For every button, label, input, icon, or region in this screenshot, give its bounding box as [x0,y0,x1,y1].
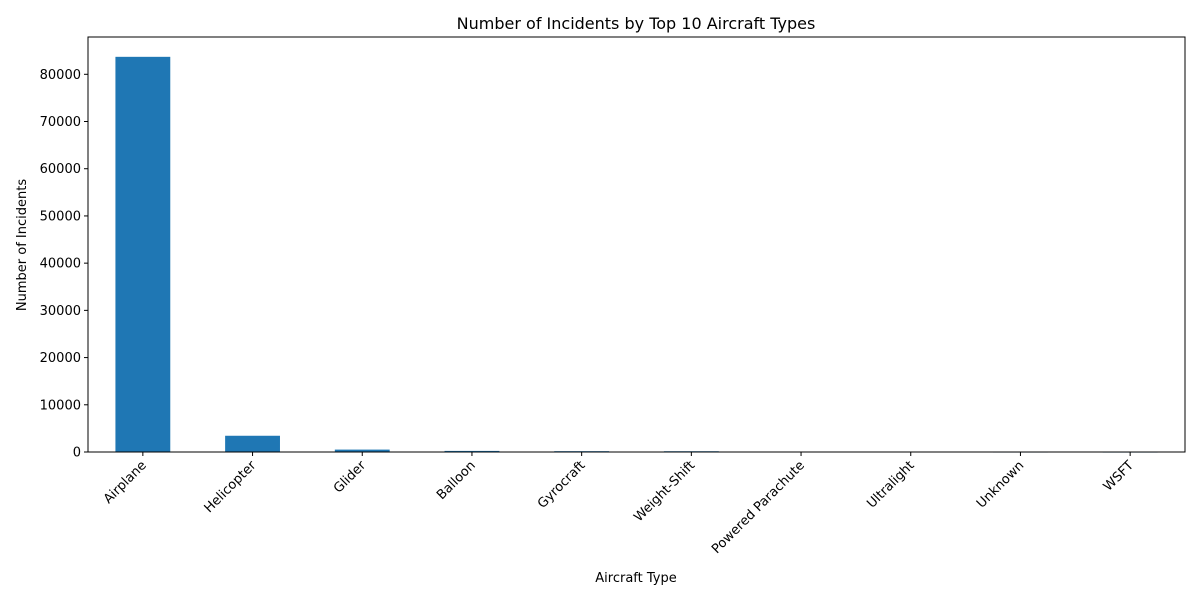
bar [115,56,171,453]
y-tick-label: 80000 [40,68,81,83]
x-tick-label: WSFT [1101,458,1137,494]
bar-series [115,56,1158,453]
x-axis-ticks: Airplane Helicopter Glider Balloon Gyrocraft… [101,452,1137,557]
x-tick-label: Balloon [434,458,479,503]
y-tick-label: 20000 [40,351,81,366]
x-tick-label: Weight-Shift [631,458,698,525]
y-axis-ticks: 0 10000 20000 30000 40000 50000 60000 70000 8000… [40,68,88,461]
x-tick-label: Glider [331,458,370,497]
y-tick-label: 60000 [40,162,81,177]
bar [225,435,280,452]
y-tick-label: 30000 [40,304,81,319]
bar [444,450,500,452]
y-tick-label: 40000 [40,257,81,272]
bar [334,449,390,452]
y-axis-label: Number of Incidents [15,179,30,311]
plot-frame [87,36,1186,453]
x-axis-label: Aircraft Type [595,571,676,586]
x-tick-label: Ultralight [864,458,917,511]
y-tick-label: 10000 [40,398,81,413]
x-tick-label: Helicopter [202,458,260,516]
y-tick-label: 70000 [40,115,81,130]
x-tick-label: Gyrocraft [535,458,589,512]
y-tick-label: 0 [73,446,81,461]
x-tick-label: Unknown [974,458,1027,511]
y-tick-label: 50000 [40,209,81,224]
x-tick-label: Airplane [101,458,150,507]
chart-title: Number of Incidents by Top 10 Aircraft T… [457,14,816,33]
x-tick-label: Powered Parachute [709,458,808,557]
